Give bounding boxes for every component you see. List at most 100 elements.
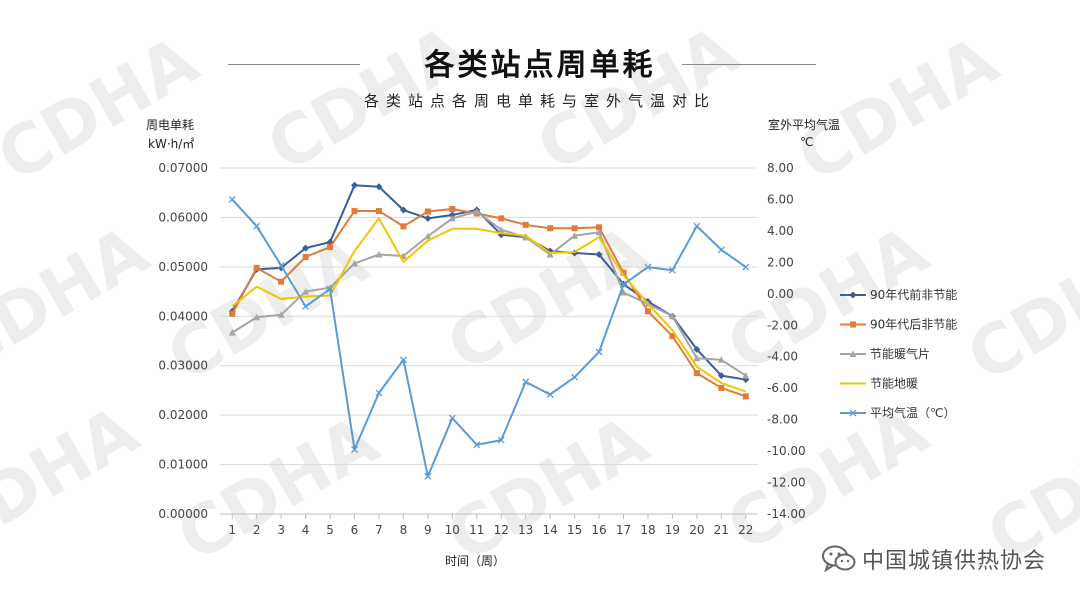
- y-right-axis-title: 室外平均气温: [768, 118, 841, 132]
- data-point: [620, 289, 627, 296]
- x-tick-label: 8: [400, 523, 408, 537]
- data-point: [547, 225, 554, 232]
- data-point: [277, 311, 285, 318]
- data-point: [849, 350, 857, 357]
- x-tick-label: 3: [277, 523, 285, 537]
- series-line: [231, 184, 746, 381]
- x-tick-label: 13: [518, 523, 533, 537]
- data-point: [375, 251, 383, 258]
- wechat-icon: [821, 545, 856, 573]
- chart-title: 各类站点周单耗: [424, 48, 656, 83]
- x-tick-label: 21: [714, 523, 729, 537]
- y-left-tick-label: 0.04000: [158, 309, 208, 323]
- x-tick-label: 9: [424, 523, 432, 537]
- data-point-stroke: [228, 195, 236, 203]
- brand-name: 中国城镇供热协会: [861, 549, 1046, 574]
- data-point: [644, 263, 652, 271]
- data-point: [717, 356, 725, 363]
- data-point-stroke: [522, 378, 530, 386]
- series-line: [231, 208, 747, 398]
- x-axis-title: 时间（周）: [445, 554, 506, 568]
- y-right-tick-label: -12.00: [767, 476, 806, 490]
- data-point: [302, 288, 310, 295]
- x-tick-label: 17: [616, 523, 631, 537]
- y-left-tick-label: 0.00000: [158, 507, 208, 521]
- y-right-tick-label: -2.00: [767, 318, 798, 332]
- y-right-tick-label: -10.00: [767, 444, 806, 458]
- data-point: [424, 208, 431, 215]
- series-1: [229, 206, 749, 400]
- y-right-axis-unit: ℃: [800, 135, 814, 149]
- data-point: [693, 370, 700, 377]
- x-tick-label: 15: [567, 523, 582, 537]
- y-left-tick-label: 0.05000: [158, 260, 208, 274]
- title-rule-left: [228, 64, 360, 65]
- data-point: [326, 284, 334, 291]
- data-point-stroke: [448, 414, 456, 422]
- x-tick-label: 20: [689, 523, 704, 537]
- data-point: [595, 228, 603, 236]
- x-tick-label: 10: [445, 523, 460, 537]
- series-lines: [228, 181, 750, 480]
- legend-item: 节能地暖: [840, 377, 918, 391]
- series-line: [231, 217, 747, 393]
- data-point: [571, 232, 579, 239]
- data-point-stroke: [277, 262, 285, 269]
- data-point: [742, 263, 750, 271]
- data-point: [717, 372, 725, 380]
- y-left-axis-unit: kW·h/㎡: [148, 137, 195, 151]
- y-right-tick-label: 2.00: [767, 255, 794, 269]
- y-left-tick-label: 0.06000: [158, 210, 208, 224]
- data-point-stroke: [351, 446, 358, 453]
- data-point-stroke: [473, 441, 481, 449]
- legend-label: 节能地暖: [870, 377, 918, 391]
- data-point: [326, 285, 334, 293]
- data-point-stroke: [742, 263, 750, 271]
- y-left-tick-label: 0.02000: [158, 408, 208, 422]
- data-point: [522, 378, 530, 386]
- data-point-stroke: [717, 246, 725, 254]
- data-point: [448, 214, 456, 222]
- x-tick-label: 4: [302, 523, 310, 537]
- data-point: [351, 446, 358, 453]
- data-point-stroke: [595, 348, 603, 356]
- data-point: [522, 233, 530, 241]
- data-point: [595, 348, 603, 356]
- data-point: [644, 308, 651, 315]
- y-right-tick-label: -6.00: [767, 381, 798, 395]
- data-point: [717, 246, 725, 254]
- x-tick-label: 16: [591, 523, 606, 537]
- data-point-stroke: [253, 222, 261, 230]
- legend-label: 90年代后非节能: [870, 318, 957, 332]
- x-tick-label: 7: [375, 523, 383, 537]
- x-tick-label: 11: [469, 523, 484, 537]
- data-point: [399, 356, 407, 364]
- y-left-axis-title: 周电单耗: [146, 118, 195, 132]
- data-point: [742, 372, 750, 379]
- y-right-tick-label: -4.00: [767, 350, 798, 364]
- data-point: [473, 207, 481, 215]
- x-tick-label: 5: [326, 523, 334, 537]
- y-right-tick-label: -14.00: [767, 507, 806, 521]
- data-point: [253, 222, 261, 230]
- data-point: [278, 278, 285, 285]
- data-point-stroke: [571, 373, 579, 381]
- data-point: [228, 195, 236, 203]
- data-point: [595, 251, 603, 258]
- data-point-stroke: [849, 409, 857, 417]
- data-point-stroke: [644, 263, 652, 271]
- chart-subtitle: 各类站点各周电单耗与室外气温对比: [363, 92, 716, 110]
- data-point: [668, 312, 676, 320]
- data-point: [448, 414, 456, 422]
- data-point: [424, 232, 432, 240]
- data-point: [693, 354, 701, 362]
- data-point: [253, 264, 260, 271]
- data-point: [546, 251, 554, 258]
- data-point: [302, 253, 309, 260]
- y-right-tick-label: 0.00: [767, 287, 794, 301]
- legend-label: 90年代前非节能: [870, 287, 957, 302]
- series-line: [231, 210, 747, 377]
- data-point: [693, 345, 701, 353]
- x-tick-label: 2: [253, 523, 261, 537]
- data-point: [850, 321, 856, 328]
